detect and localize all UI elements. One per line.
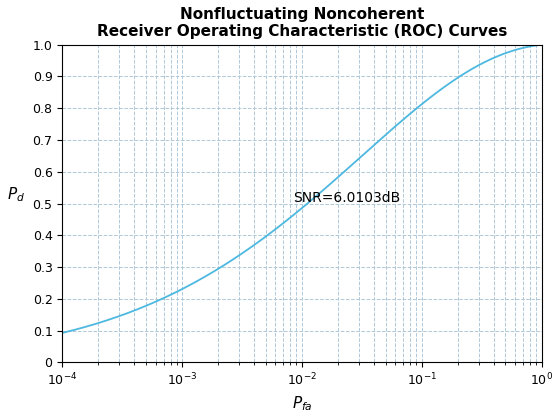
Y-axis label: $P_d$: $P_d$ — [7, 185, 25, 204]
Text: SNR=6.0103dB: SNR=6.0103dB — [293, 191, 401, 205]
X-axis label: $P_{fa}$: $P_{fa}$ — [292, 394, 312, 413]
Title: Nonfluctuating Noncoherent
Receiver Operating Characteristic (ROC) Curves: Nonfluctuating Noncoherent Receiver Oper… — [97, 7, 507, 39]
